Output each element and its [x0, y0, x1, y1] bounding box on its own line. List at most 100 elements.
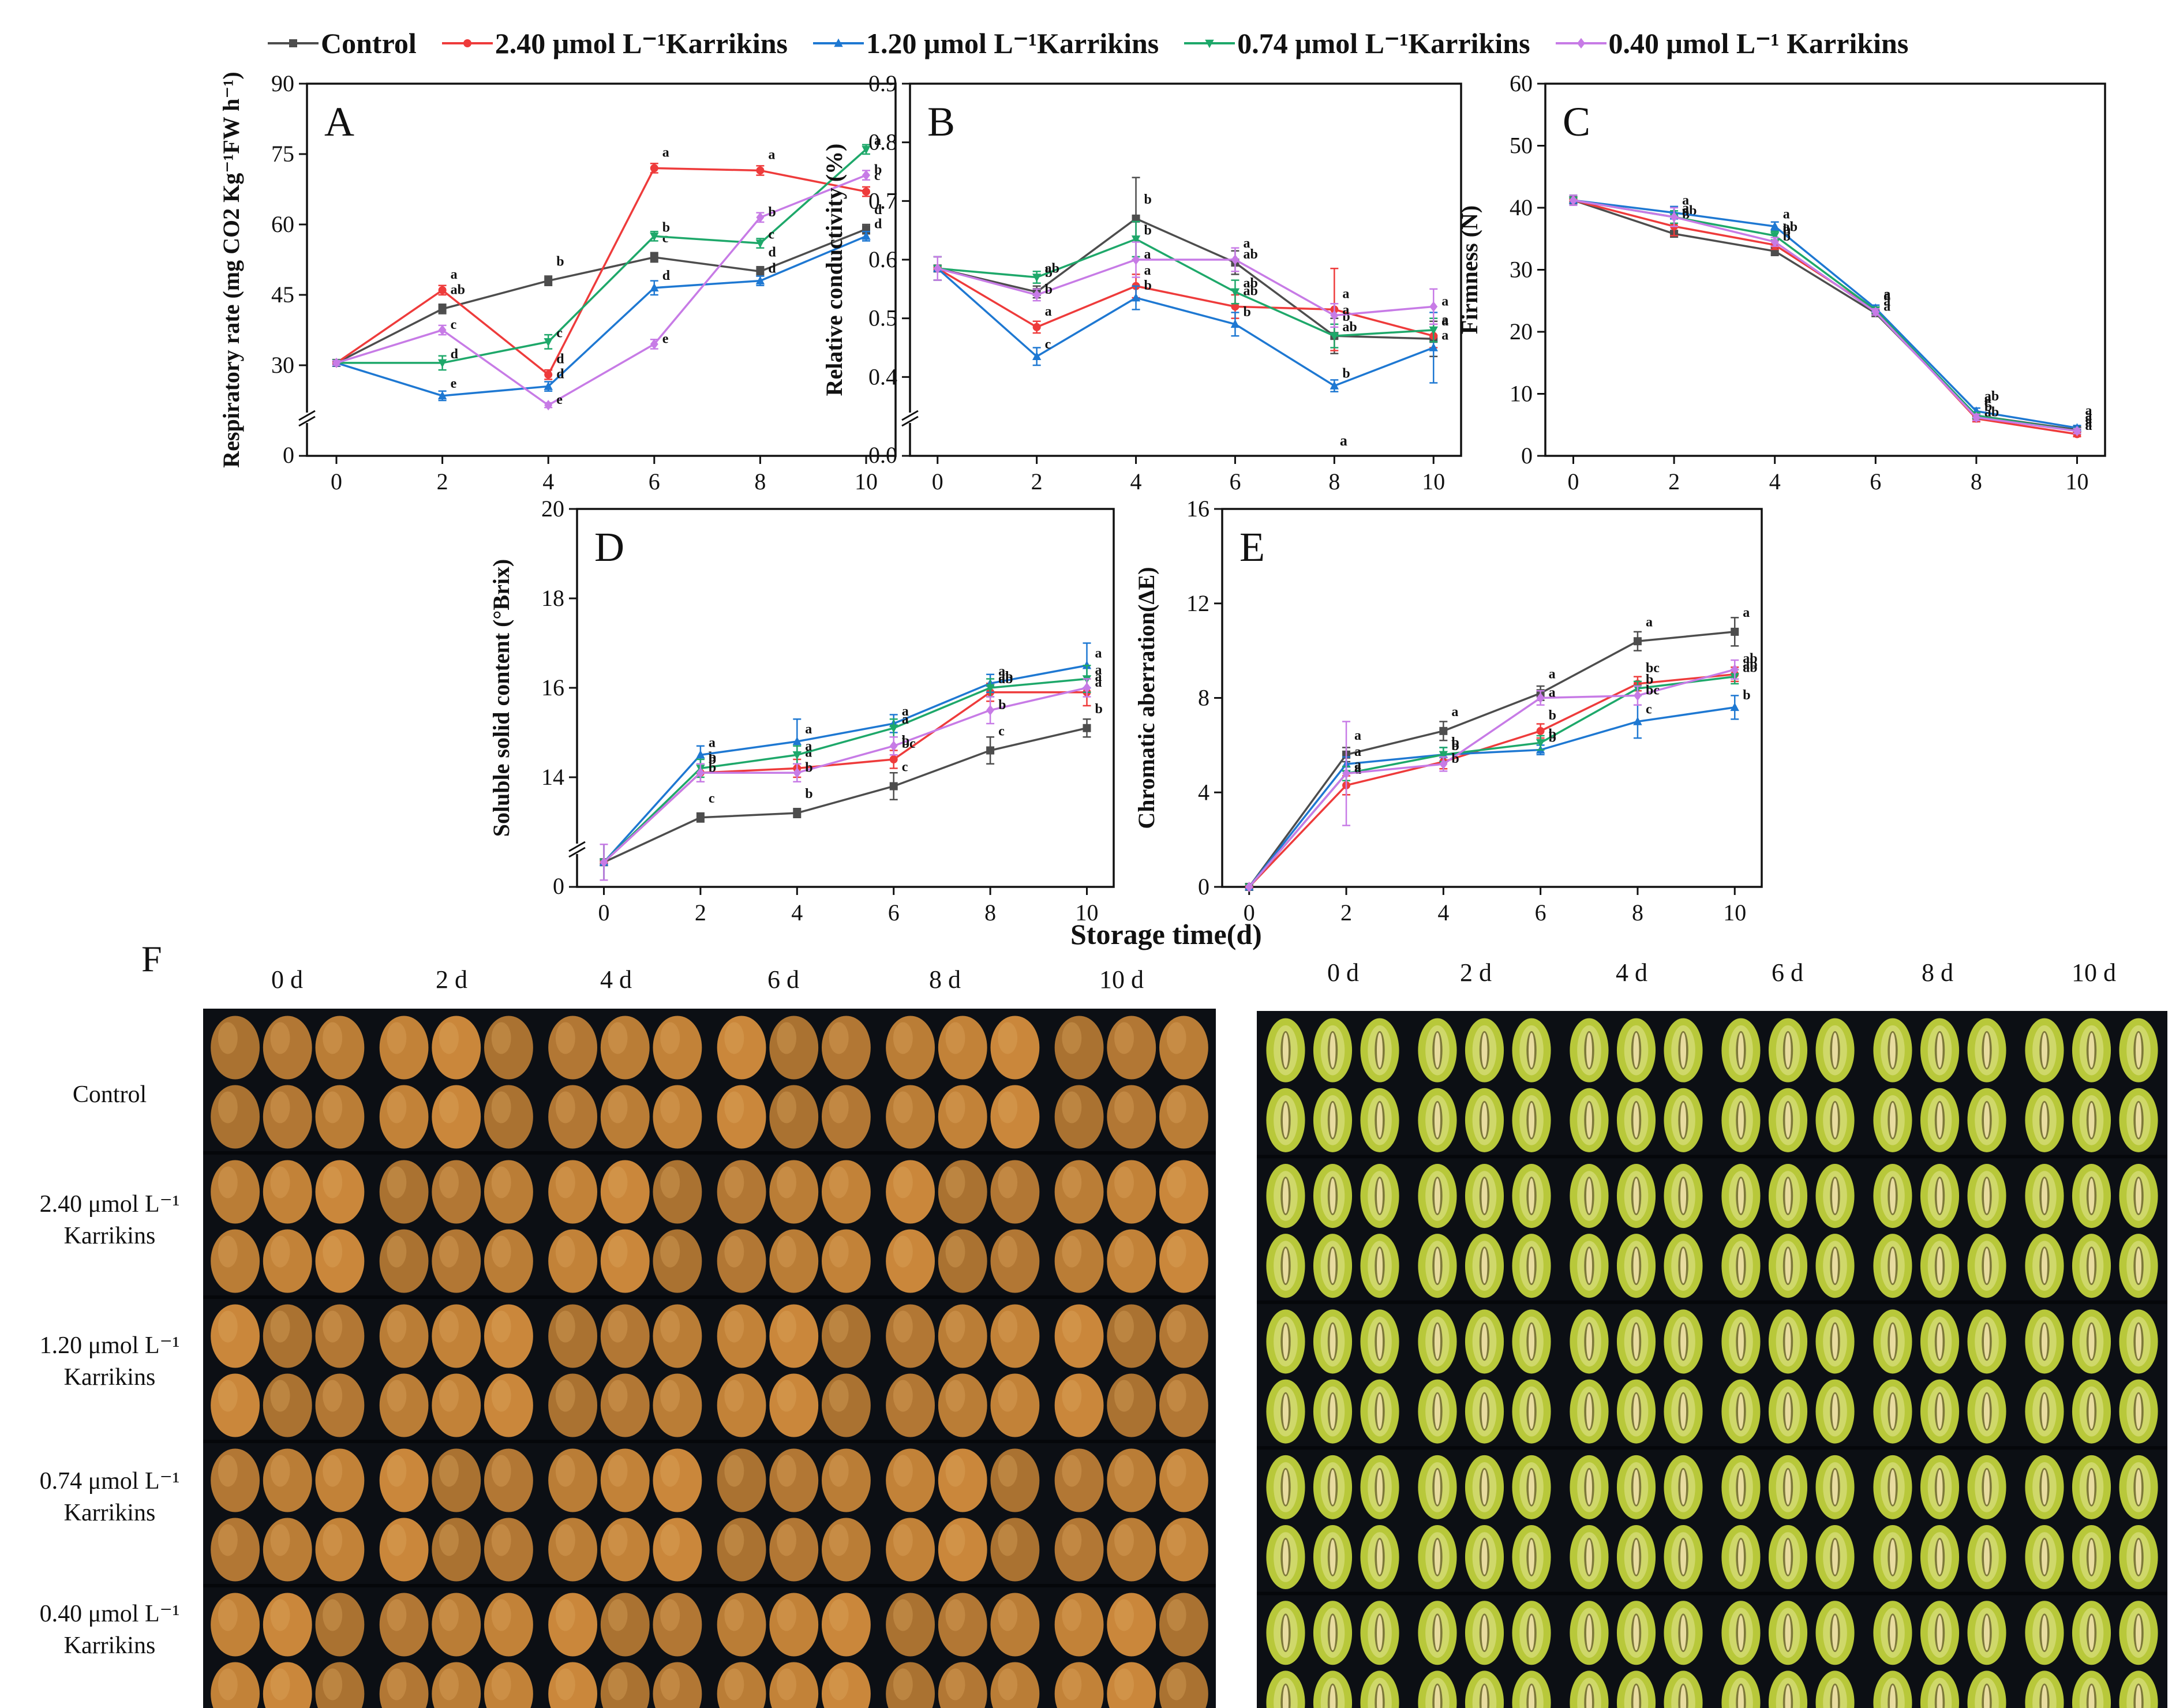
fruit-core [1434, 1615, 1441, 1651]
y-tick-label: 0.7 [868, 188, 897, 214]
fruit-core [1434, 1324, 1441, 1359]
fruit-core [1481, 1178, 1488, 1214]
day-label: 2 d [1460, 958, 1492, 987]
significance-letter: b [556, 254, 564, 269]
fruit-highlight [660, 1380, 680, 1412]
fruit-group [1570, 1309, 1703, 1444]
kiwifruit-whole [484, 1085, 533, 1149]
fruit-core [1330, 1539, 1336, 1575]
fruit-highlight [1166, 1599, 1186, 1631]
significance-letter: b [1549, 726, 1556, 741]
panel-letter: E [1239, 524, 1265, 570]
series-line [336, 174, 867, 407]
fruit-core [1282, 1469, 1289, 1505]
day-label: 10 d [2072, 958, 2116, 987]
fruit-core [1434, 1469, 1441, 1505]
axis-break-gap [569, 844, 585, 854]
fruit-core [2041, 1032, 2048, 1068]
data-point [438, 324, 447, 336]
significance-letter: ab [1743, 661, 1757, 676]
fruit-core [1889, 1615, 1896, 1651]
significance-letter: a [1783, 207, 1790, 222]
kiwifruit-whole [211, 1448, 260, 1512]
fruit-highlight [829, 1668, 849, 1700]
y-tick-label: 8 [1198, 685, 1209, 711]
data-point [650, 283, 659, 292]
plot-frame [1544, 83, 2106, 457]
significance-letter: d [556, 367, 564, 382]
data-point [2073, 425, 2081, 437]
legend-item: 0.74 μmol L⁻¹Karrikins [1182, 27, 1530, 60]
fruit-core [1889, 1394, 1896, 1429]
fruit-highlight [1114, 1455, 1134, 1487]
fruit-highlight [1114, 1599, 1134, 1631]
kiwifruit-whole [1054, 1518, 1104, 1582]
series-line [1573, 199, 2077, 436]
kiwifruit-whole [1054, 1662, 1104, 1708]
fruit-core [1633, 1102, 1639, 1138]
fruit-group [379, 1593, 533, 1708]
kiwifruit-whole [1159, 1085, 1208, 1149]
fruit-highlight [829, 1380, 849, 1412]
fruit-highlight [829, 1599, 849, 1631]
fruit-highlight [1166, 1091, 1186, 1123]
data-point [1536, 739, 1545, 748]
significance-letter: ab [1984, 404, 1999, 419]
fruit-core [1983, 1248, 1990, 1284]
fruit-core [1737, 1178, 1744, 1214]
fruit-highlight [491, 1235, 511, 1268]
x-tick-label: 0 [932, 469, 943, 495]
kiwifruit-whole [548, 1085, 597, 1149]
y-tick-label: 12 [1186, 590, 1209, 616]
fruit-core [1282, 1248, 1289, 1284]
series-line [1572, 199, 2077, 431]
legend-swatch [813, 38, 864, 47]
series-0.74: dcb ca [332, 133, 881, 371]
fruit-highlight [998, 1235, 1018, 1268]
fruit-group [1721, 1018, 1855, 1152]
kiwifruit-whole [822, 1593, 871, 1657]
fruit-highlight [724, 1455, 744, 1487]
fruit-core [1937, 1539, 1943, 1575]
kiwifruit-whole [432, 1016, 481, 1080]
data-point [696, 813, 705, 822]
fruit-core [1889, 1324, 1896, 1359]
kiwifruit-whole [822, 1016, 871, 1080]
significance-letter: b [805, 786, 812, 801]
kiwifruit-whole [886, 1160, 935, 1224]
kiwifruit-whole [379, 1304, 429, 1368]
fruit-highlight [323, 1166, 343, 1198]
kiwifruit-whole [1159, 1373, 1208, 1437]
y-tick-label: 0.4 [868, 364, 897, 389]
fruit-highlight [555, 1166, 575, 1198]
fruit-group [1873, 1018, 2006, 1152]
kiwifruit-whole [1107, 1160, 1156, 1224]
kiwifruit-whole [1054, 1448, 1104, 1512]
fruit-core [1633, 1615, 1639, 1651]
significance-letter: ab [1783, 219, 1797, 234]
series-line [1248, 673, 1735, 888]
annotation-letter: a [1340, 432, 1347, 449]
fruit-core [1330, 1685, 1336, 1708]
kiwifruit-whole [548, 1016, 597, 1080]
kiwifruit-whole [211, 1160, 260, 1224]
fruit-core [2088, 1539, 2095, 1575]
fruit-core [1937, 1178, 1943, 1214]
day-label: 6 d [1772, 958, 1803, 987]
kiwifruit-whole [548, 1518, 597, 1582]
significance-letter: a [1243, 236, 1250, 251]
fruit-core [1434, 1539, 1441, 1575]
y-tick-label: 40 [1510, 194, 1533, 220]
fruit-group [1418, 1018, 1551, 1152]
significance-letter: a [1441, 328, 1448, 343]
fruit-core [1785, 1248, 1791, 1284]
series-line [1248, 668, 1735, 888]
fruit-group [1266, 1601, 1399, 1708]
fruit-core [2041, 1539, 2048, 1575]
significance-letter: b [1243, 305, 1250, 320]
fruit-highlight [555, 1091, 575, 1123]
significance-letter: a [1441, 313, 1448, 328]
day-label: 4 d [1616, 958, 1647, 987]
kiwifruit-whole [379, 1373, 429, 1437]
